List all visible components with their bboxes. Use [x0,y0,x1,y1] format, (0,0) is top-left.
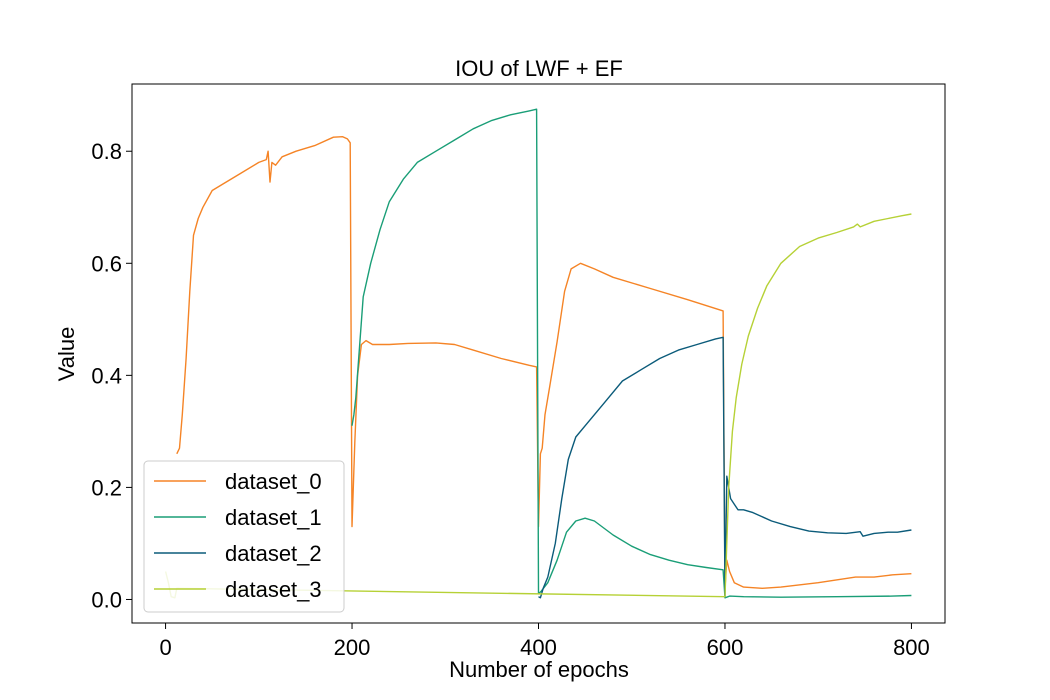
x-tick-label: 800 [893,635,930,660]
x-axis-label: Number of epochs [449,657,629,682]
legend-label-dataset_2: dataset_2 [225,541,322,566]
y-tick-label: 0.0 [91,587,122,612]
legend: dataset_0 dataset_1 dataset_2 dataset_3 [143,460,345,613]
y-tick-label: 0.2 [91,475,122,500]
series-line-dataset_2 [538,336,912,599]
y-tick-label: 0.8 [91,139,122,164]
x-tick-label: 600 [707,635,744,660]
x-tick-label: 200 [334,635,371,660]
legend-label-dataset_1: dataset_1 [225,505,322,530]
legend-box [143,460,345,613]
legend-label-dataset_3: dataset_3 [225,577,322,602]
series-line-dataset_1 [351,108,912,599]
x-tick-label: 400 [520,635,557,660]
chart-title: IOU of LWF + EF [455,56,623,81]
y-tick-label: 0.6 [91,251,122,276]
x-tick-label: 0 [159,635,171,660]
y-tick-label: 0.4 [91,363,122,388]
legend-label-dataset_0: dataset_0 [225,469,322,494]
y-axis-label: Value [54,327,79,382]
